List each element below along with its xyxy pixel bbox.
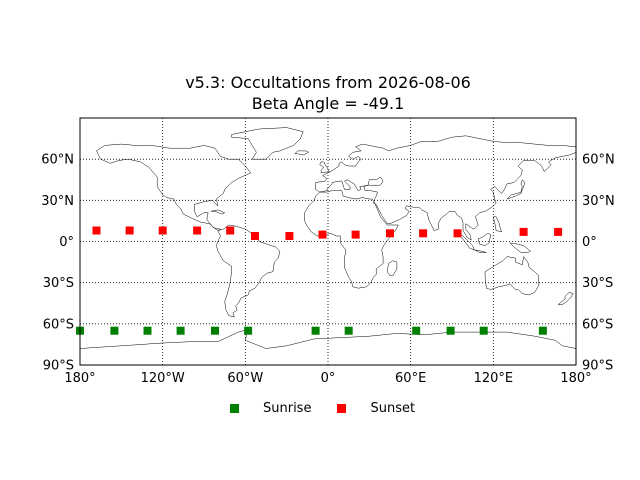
coastline-path: [96, 143, 252, 231]
legend-label-sunrise: Sunrise: [263, 400, 312, 416]
lat-tick-label-left: 60°S: [43, 317, 74, 332]
sunset-point: [92, 226, 101, 235]
sunset-point: [351, 230, 360, 239]
lat-tick-label-left: 30°S: [43, 276, 74, 291]
coastline-path: [506, 179, 526, 200]
coastline-path: [557, 292, 574, 305]
coastline-path: [477, 233, 491, 246]
lon-tick-label: 180°: [560, 371, 591, 386]
sunset-point: [158, 226, 167, 235]
lon-tick-label: 120°W: [141, 371, 185, 386]
lon-tick-label: 0°: [321, 371, 336, 386]
sunrise-point: [311, 326, 320, 335]
sunset-point: [226, 226, 235, 235]
sunset-point: [285, 232, 294, 240]
chart-subtitle: Beta Angle = -49.1: [251, 94, 405, 113]
sunset-point: [453, 229, 462, 238]
legend-label-sunset: Sunset: [370, 400, 416, 416]
lat-tick-label-right: 0°: [582, 235, 597, 250]
sunrise-point: [412, 326, 421, 335]
coastline-path: [304, 190, 399, 289]
sunrise-point: [211, 326, 219, 335]
coastline-path: [315, 135, 577, 241]
sunrise-point: [446, 326, 455, 335]
lat-tick-label-right: 60°N: [582, 153, 615, 168]
sunset-point: [318, 230, 327, 239]
lat-tick-label-right: 30°S: [582, 276, 613, 291]
sunrise-point: [244, 326, 253, 335]
coastline-path: [319, 161, 330, 174]
coastline-path: [484, 256, 540, 296]
sunrise-point: [110, 326, 119, 335]
coastline-path: [79, 329, 577, 349]
sunset-point: [386, 229, 394, 238]
sunset-point: [125, 226, 134, 235]
sunset-point: [251, 232, 259, 240]
coastline-path: [216, 224, 281, 318]
sunrise-point: [344, 326, 353, 335]
legend-swatch-sunrise: [230, 403, 239, 413]
graticule: [80, 118, 576, 365]
sunset-point: [554, 227, 563, 236]
occultation-points: [76, 226, 563, 335]
coastline-path: [473, 249, 487, 253]
axis-tick-labels: 60°N 60°N 30°N 30°N 0° 0° 30°S 30°S 60°S 60°S 90°S…: [41, 153, 615, 386]
lat-tick-label-left: 60°N: [41, 153, 74, 168]
lon-tick-label: 180°: [64, 371, 95, 386]
lat-tick-label-left: 30°N: [41, 194, 74, 209]
chart-title: v5.3: Occultations from 2026-08-06: [185, 73, 471, 92]
lat-tick-label-right: 90°S: [582, 359, 613, 374]
coastline-path: [231, 127, 304, 160]
lon-tick-label: 120°E: [474, 371, 514, 386]
sunset-point: [193, 226, 202, 235]
legend-swatch-sunset: [337, 403, 347, 413]
sunrise-point: [143, 326, 152, 335]
legend: Sunrise Sunset: [230, 396, 441, 420]
coastline-path: [493, 216, 502, 233]
legend-item-sunset: Sunset: [337, 401, 415, 416]
coastline-path: [294, 150, 309, 156]
lat-tick-label-left: 0°: [59, 235, 74, 250]
legend-item-sunrise: Sunrise: [230, 401, 311, 416]
sunrise-point: [176, 326, 185, 335]
lon-tick-label: 60°E: [395, 371, 426, 386]
lat-tick-label-right: 60°S: [582, 317, 613, 332]
sunset-point: [419, 229, 428, 238]
coastline-path: [210, 209, 225, 215]
lon-tick-label: 60°W: [227, 371, 263, 386]
sunset-point: [519, 227, 528, 236]
coastline-path: [509, 242, 531, 253]
lat-tick-label-right: 30°N: [582, 194, 615, 209]
sunrise-point: [479, 326, 488, 335]
coastline-path: [386, 260, 398, 277]
world-coastlines: [79, 127, 577, 349]
map-frame: [79, 117, 577, 366]
sunrise-point: [538, 326, 547, 335]
lat-tick-label-left: 90°S: [43, 359, 74, 374]
